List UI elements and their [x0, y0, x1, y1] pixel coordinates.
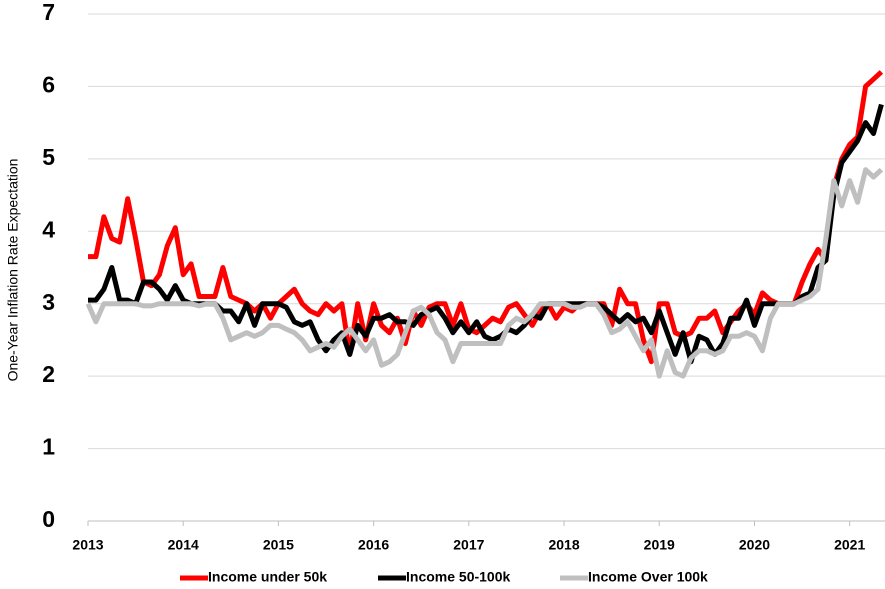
x-tick-label: 2016	[358, 537, 389, 553]
y-tick-label: 2	[42, 361, 55, 387]
y-tick-label: 1	[42, 434, 55, 460]
y-tick-label: 4	[42, 216, 55, 242]
series-line	[85, 167, 884, 379]
x-tick-label: 2021	[834, 537, 865, 553]
legend-label: Income 50-100k	[406, 569, 510, 585]
y-tick-label: 3	[42, 289, 55, 315]
legend-label: Income under 50k	[208, 569, 327, 585]
x-tick-label: 2013	[72, 537, 103, 553]
x-tick-label: 2014	[168, 537, 199, 553]
y-tick-label: 7	[42, 0, 55, 25]
y-tick-label: 0	[42, 506, 55, 532]
x-tick-label: 2019	[644, 537, 675, 553]
y-axis-label: One-Year Inflation Rate Expectation	[5, 159, 21, 382]
y-tick-label: 5	[42, 144, 55, 170]
y-tick-label: 6	[42, 72, 55, 98]
x-tick-label: 2017	[453, 537, 484, 553]
legend-label: Income Over 100k	[588, 569, 708, 585]
x-tick-label: 2015	[263, 537, 294, 553]
series-line	[88, 70, 884, 365]
x-tick-label: 2020	[739, 537, 770, 553]
x-tick-label: 2018	[548, 537, 579, 553]
